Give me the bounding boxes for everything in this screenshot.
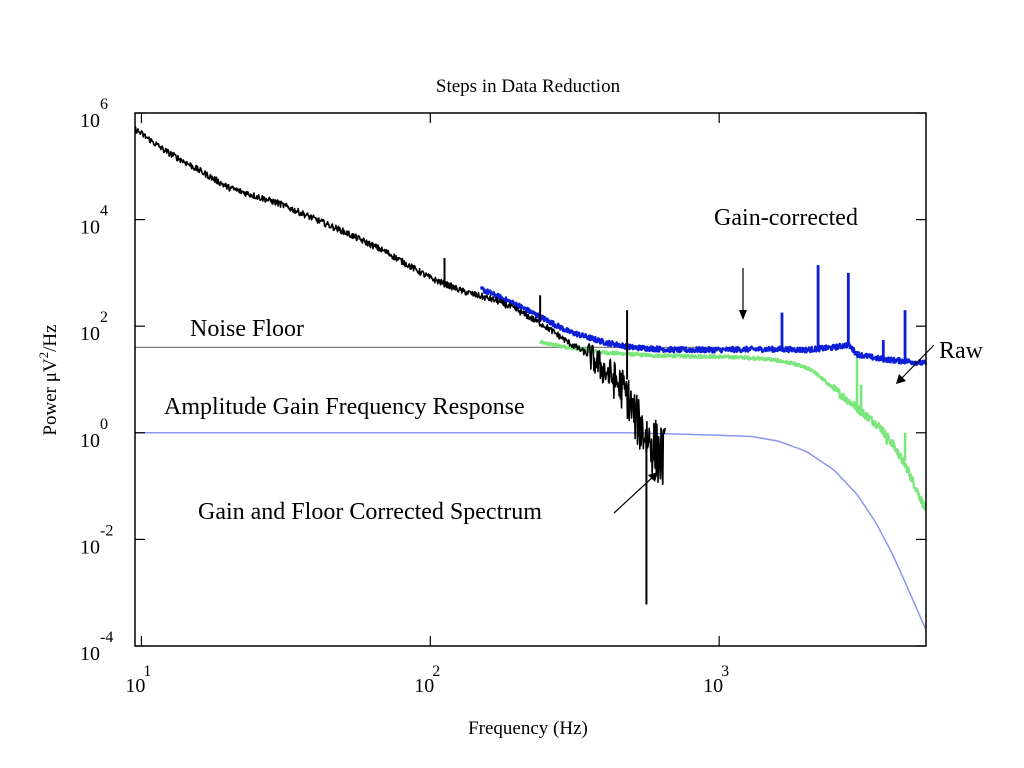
y-tick-label: 10 xyxy=(80,430,100,452)
x-tick-exponent: 1 xyxy=(143,663,151,680)
series-gain_corrected xyxy=(479,265,928,367)
annotation-amplitude-gain: Amplitude Gain Frequency Response xyxy=(164,394,525,420)
annotation-noise-floor: Noise Floor xyxy=(190,316,304,342)
y-axis-label-main: Power μV xyxy=(40,358,61,435)
annotation-raw: Raw xyxy=(939,338,984,364)
x-tick-label: 10 xyxy=(125,675,145,697)
series-amplitude_gain xyxy=(135,432,927,631)
arrow-raw xyxy=(896,344,935,384)
series-line-amplitude_gain xyxy=(135,432,927,631)
y-tick-exponent: 0 xyxy=(100,416,108,433)
series-raw xyxy=(539,339,927,511)
annotation-gain-floor-corrected: Gain and Floor Corrected Spectrum xyxy=(198,499,542,525)
series-layer xyxy=(134,125,928,631)
y-tick-label: 10 xyxy=(80,110,100,132)
y-tick-label: 10 xyxy=(80,217,100,239)
series-gain_floor_corrected xyxy=(134,125,666,605)
arrow-gain-corrected xyxy=(739,268,747,320)
y-axis-label: Power μV2/Hz xyxy=(36,324,61,435)
y-tick-exponent: 6 xyxy=(100,96,108,113)
chart-title: Steps in Data Reduction xyxy=(436,76,621,97)
x-tick-label: 10 xyxy=(414,675,434,697)
annotation-gain-corrected: Gain-corrected xyxy=(714,205,858,231)
x-tick-exponent: 2 xyxy=(432,663,440,680)
x-tick-label: 10 xyxy=(703,675,723,697)
series-line-gain_floor_corrected xyxy=(134,125,666,486)
series-line-gain_corrected xyxy=(479,286,928,367)
y-axis-label-superscript: 2 xyxy=(36,352,51,359)
y-tick-exponent: 2 xyxy=(100,309,108,326)
x-tick-exponent: 3 xyxy=(721,663,729,680)
plot-area xyxy=(134,125,928,631)
arrow-gain-floor-corrected xyxy=(613,472,658,514)
y-tick-exponent: -4 xyxy=(100,629,113,646)
y-axis-label-suffix: /Hz xyxy=(40,324,61,351)
plot-frame xyxy=(134,112,927,647)
y-tick-label: 10 xyxy=(80,323,100,345)
y-tick-exponent: -2 xyxy=(100,522,113,539)
y-tick-label: 10 xyxy=(80,643,100,665)
y-tick-exponent: 4 xyxy=(100,203,108,220)
y-tick-label: 10 xyxy=(80,536,100,558)
x-axis-label: Frequency (Hz) xyxy=(468,718,588,739)
